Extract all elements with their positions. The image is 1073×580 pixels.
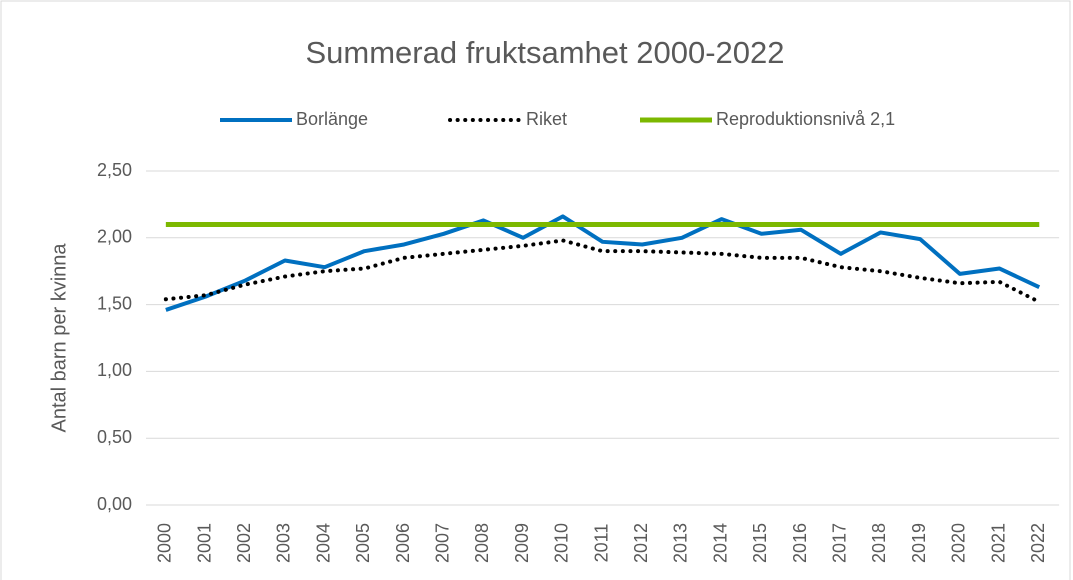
x-tick-label: 2021 — [988, 523, 1008, 563]
y-tick-label: 0,50 — [97, 427, 132, 447]
series-line — [163, 238, 1042, 304]
x-tick-label: 2010 — [552, 523, 572, 563]
x-tick-label: 2019 — [909, 523, 929, 563]
x-tick-label: 2004 — [313, 523, 333, 563]
x-tick-label: 2009 — [512, 523, 532, 563]
x-tick-label: 2005 — [353, 523, 373, 563]
x-tick-label: 2006 — [393, 523, 413, 563]
x-tick-label: 2017 — [830, 523, 850, 563]
y-tick-label: 2,00 — [97, 227, 132, 247]
x-tick-label: 2003 — [274, 523, 294, 563]
x-tick-label: 2015 — [750, 523, 770, 563]
y-tick-label: 1,50 — [97, 293, 132, 313]
series-line — [165, 214, 1041, 312]
x-tick-label: 2013 — [671, 523, 691, 563]
y-axis-label: Antal barn per kvinna — [48, 243, 70, 433]
x-tick-label: 2008 — [472, 523, 492, 563]
chart-title: Summerad fruktsamhet 2000-2022 — [305, 35, 784, 70]
x-tick-label: 2014 — [710, 523, 730, 563]
x-tick-label: 2016 — [790, 523, 810, 563]
x-tick-label: 2001 — [194, 523, 214, 563]
legend-label: Reproduktionsnivå 2,1 — [716, 109, 895, 129]
x-tick-label: 2011 — [591, 524, 611, 563]
x-tick-label: 2002 — [234, 523, 254, 563]
x-tick-label: 2018 — [869, 523, 889, 563]
x-tick-label: 2020 — [949, 523, 969, 563]
legend-label: Borlänge — [296, 109, 368, 129]
y-tick-label: 2,50 — [97, 160, 132, 180]
x-tick-label: 2022 — [1028, 523, 1048, 563]
legend-label: Riket — [526, 109, 567, 129]
x-tick-label: 2000 — [155, 523, 175, 563]
x-tick-label: 2007 — [433, 523, 453, 563]
y-tick-label: 1,00 — [97, 360, 132, 380]
x-tick-label: 2012 — [631, 523, 651, 563]
y-tick-label: 0,00 — [97, 494, 132, 514]
